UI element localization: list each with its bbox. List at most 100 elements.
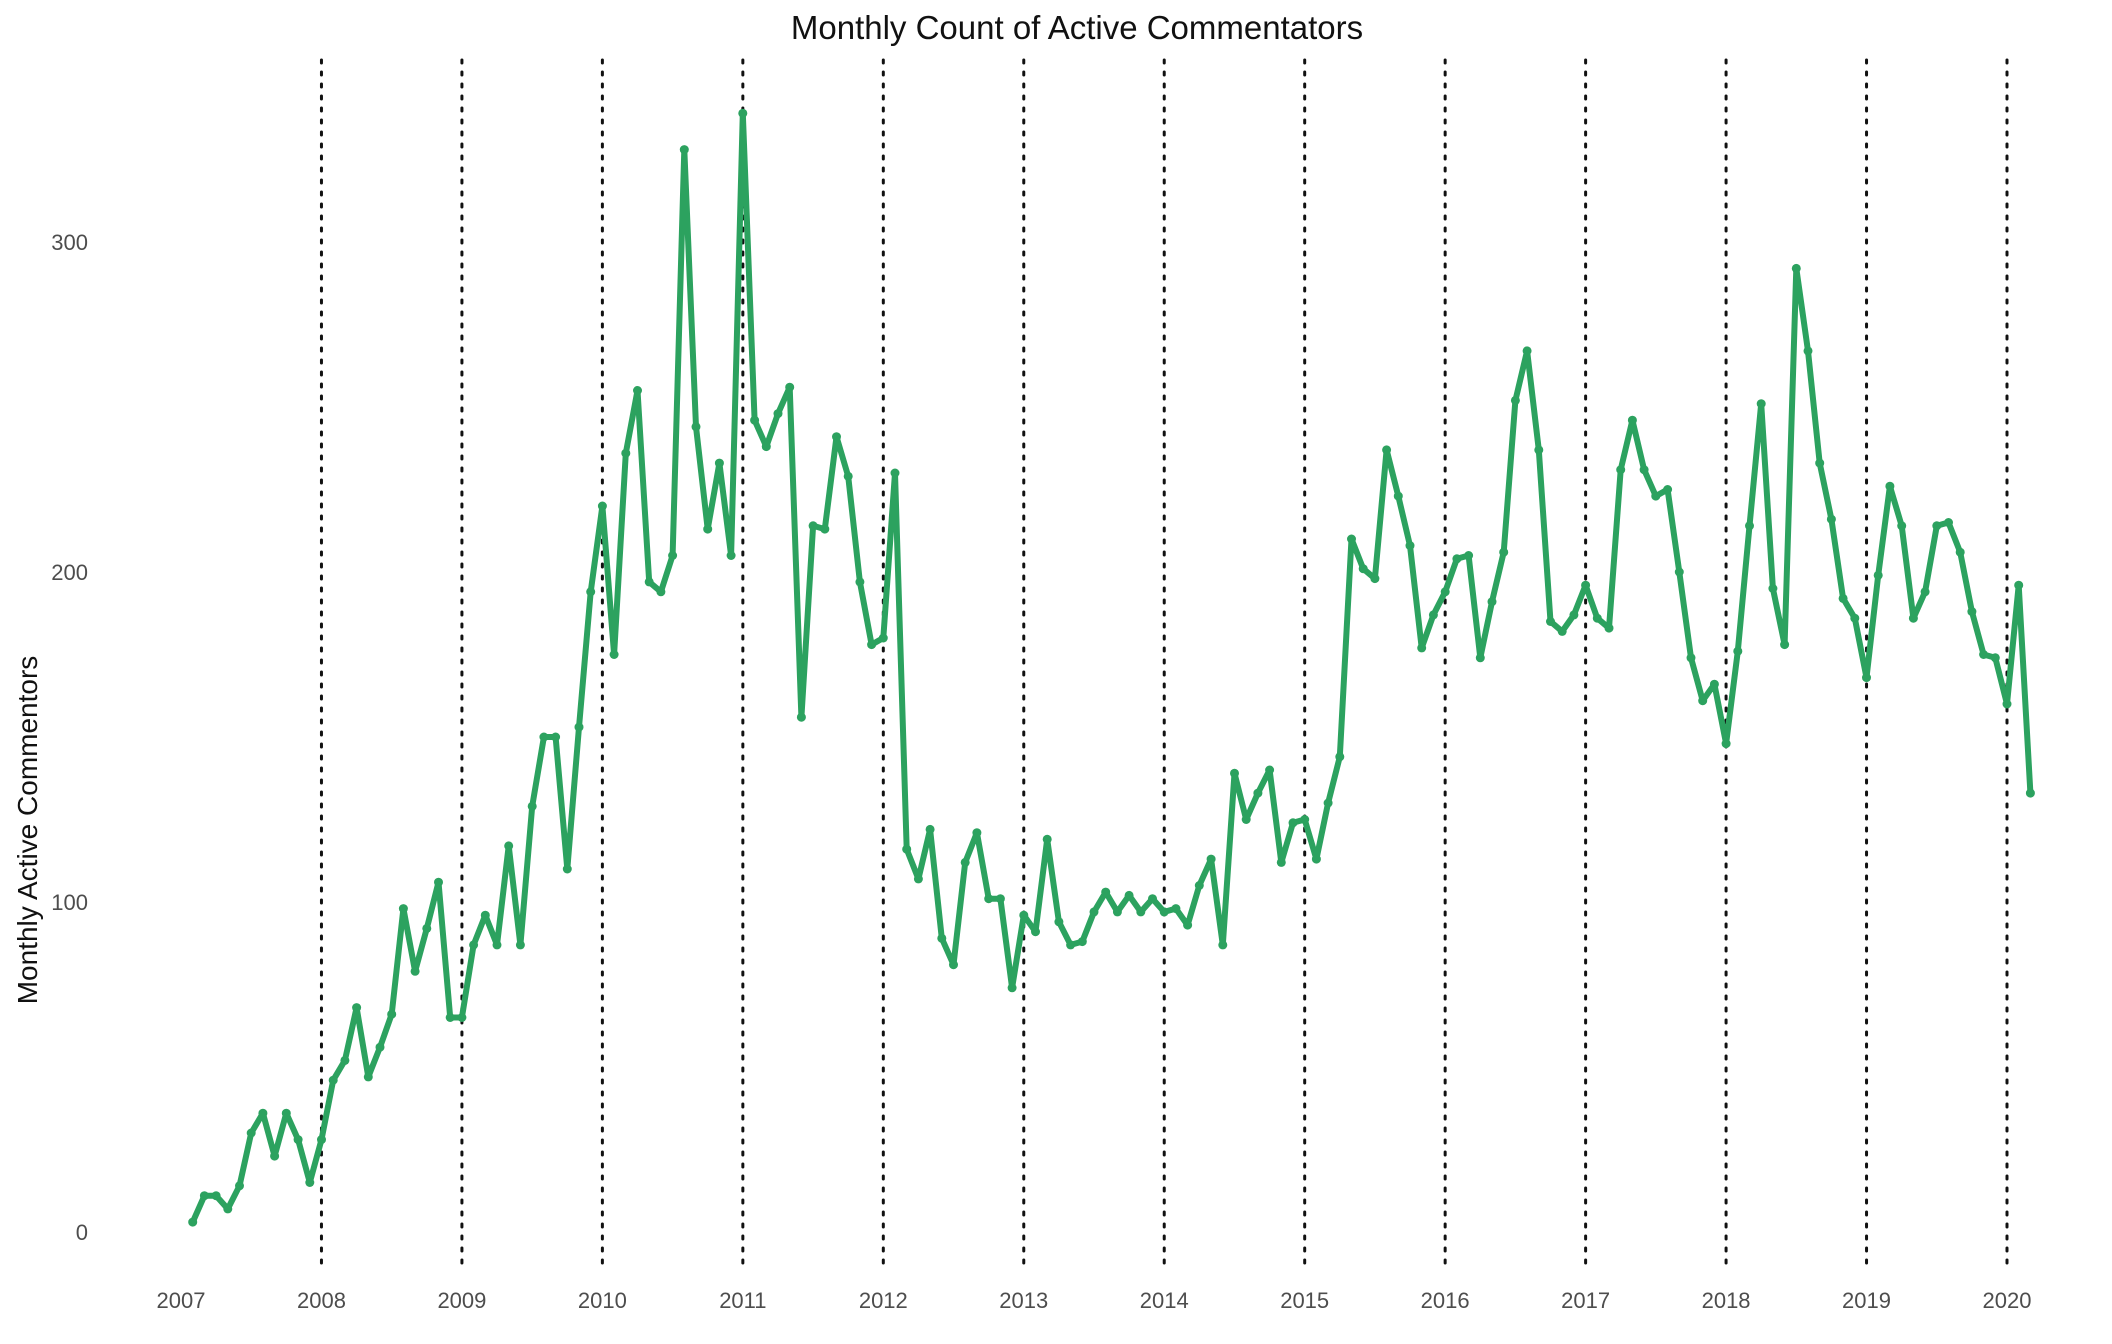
data-point-2014-05	[1206, 854, 1216, 864]
data-point-2007-10	[281, 1108, 291, 1118]
x-tick-label: 2009	[437, 1288, 486, 1313]
data-point-2008-06	[375, 1042, 385, 1052]
data-point-2007-06	[235, 1181, 244, 1191]
data-point-2013-05	[1066, 940, 1076, 950]
data-point-2014-08	[1241, 815, 1251, 824]
data-point-2017-11	[1698, 696, 1708, 706]
y-tick-label: 300	[51, 230, 88, 255]
data-point-2016-02	[1452, 554, 1462, 564]
data-point-2017-10	[1686, 653, 1696, 663]
data-point-2009-08	[539, 732, 549, 742]
data-point-2015-02	[1311, 854, 1321, 864]
data-point-2007-11	[293, 1135, 303, 1145]
data-point-2010-11	[714, 458, 724, 468]
data-point-2010-12	[726, 551, 736, 560]
data-point-2013-10	[1124, 890, 1134, 900]
data-point-2009-06	[515, 940, 525, 950]
data-point-2008-01	[317, 1135, 326, 1145]
data-point-2008-11	[434, 877, 443, 887]
data-point-2009-02	[469, 940, 479, 950]
data-point-2010-08	[679, 145, 689, 155]
data-point-2008-02	[328, 1075, 338, 1085]
data-point-2018-03	[1745, 521, 1754, 531]
data-point-2009-11	[574, 722, 584, 732]
data-point-2019-03	[1885, 481, 1895, 491]
data-point-2015-08	[1382, 445, 1392, 455]
data-point-2013-06	[1077, 937, 1087, 947]
data-point-2013-01	[1019, 910, 1029, 920]
data-point-2017-05	[1627, 415, 1637, 425]
data-point-2018-09	[1815, 458, 1825, 468]
data-point-2012-03	[902, 844, 912, 854]
data-point-2011-04	[773, 409, 783, 419]
data-point-2015-01	[1300, 815, 1310, 824]
data-point-2012-10	[984, 894, 994, 904]
data-point-2013-04	[1054, 917, 1064, 927]
data-point-2013-07	[1089, 907, 1099, 917]
data-point-2016-11	[1557, 626, 1567, 636]
data-point-2020-03	[2025, 788, 2035, 798]
data-point-2018-07	[1791, 263, 1801, 273]
data-point-2017-09	[1674, 567, 1684, 577]
data-point-2011-11	[855, 577, 865, 587]
data-point-2012-06	[937, 933, 947, 943]
x-tick-label: 2016	[1421, 1288, 1470, 1313]
series-line	[189, 110, 2034, 1226]
data-point-2012-11	[995, 894, 1005, 904]
data-point-2011-09	[832, 432, 841, 442]
data-point-2018-08	[1803, 346, 1813, 356]
data-point-2018-02	[1733, 646, 1743, 656]
data-point-2014-02	[1171, 904, 1181, 914]
data-point-2014-09	[1253, 788, 1263, 798]
data-point-2013-09	[1112, 907, 1122, 917]
data-point-2015-12	[1428, 610, 1438, 620]
x-tick-label: 2017	[1561, 1288, 1610, 1313]
data-point-2019-04	[1897, 521, 1907, 531]
data-point-2014-10	[1265, 765, 1275, 775]
data-point-2014-07	[1230, 768, 1239, 778]
data-point-2016-10	[1546, 617, 1555, 626]
data-point-2019-08	[1944, 518, 1953, 527]
chart-title: Monthly Count of Active Commentators	[791, 9, 1363, 46]
data-point-2008-03	[340, 1055, 350, 1065]
data-point-2009-10	[562, 864, 572, 874]
data-point-2016-06	[1499, 547, 1509, 557]
data-point-2014-11	[1276, 857, 1286, 867]
data-point-2019-09	[1955, 547, 1965, 557]
data-point-2013-12	[1148, 894, 1157, 904]
data-point-2007-02	[188, 1217, 198, 1227]
data-point-2013-08	[1101, 887, 1111, 897]
data-point-2010-05	[644, 577, 654, 587]
data-point-2014-01	[1159, 907, 1169, 917]
data-point-2018-01	[1721, 739, 1731, 749]
data-point-2010-01	[597, 501, 607, 511]
x-tick-label: 2020	[1983, 1288, 2032, 1313]
data-point-2011-05	[785, 382, 795, 392]
data-point-2012-12	[1007, 983, 1017, 993]
y-tick-label: 0	[76, 1220, 88, 1245]
data-point-2007-07	[246, 1128, 256, 1138]
data-point-2013-11	[1136, 907, 1146, 917]
data-point-2009-12	[586, 587, 596, 597]
x-tick-label: 2008	[297, 1288, 346, 1313]
data-point-2010-02	[609, 650, 619, 659]
x-tick-label: 2018	[1702, 1288, 1751, 1313]
data-point-2019-02	[1873, 570, 1883, 580]
data-point-2010-09	[691, 422, 701, 432]
x-axis-ticks: 2007 2008 2009 2010 2011 2012 2013 2014 2015 2016…	[157, 1288, 2032, 1313]
x-tick-label: 2011	[719, 1288, 766, 1313]
data-point-2016-05	[1487, 597, 1497, 607]
data-point-2020-01	[2002, 699, 2012, 709]
data-point-2007-09	[270, 1151, 280, 1161]
data-point-2012-05	[925, 824, 935, 834]
x-tick-label: 2007	[157, 1288, 206, 1313]
data-point-2010-07	[668, 551, 678, 560]
data-point-2020-02	[2014, 580, 2024, 590]
data-point-2011-02	[750, 415, 760, 425]
data-point-2011-06	[796, 712, 806, 722]
x-tick-label: 2013	[999, 1288, 1048, 1313]
data-point-2018-10	[1826, 514, 1836, 524]
data-point-2018-04	[1756, 399, 1766, 409]
